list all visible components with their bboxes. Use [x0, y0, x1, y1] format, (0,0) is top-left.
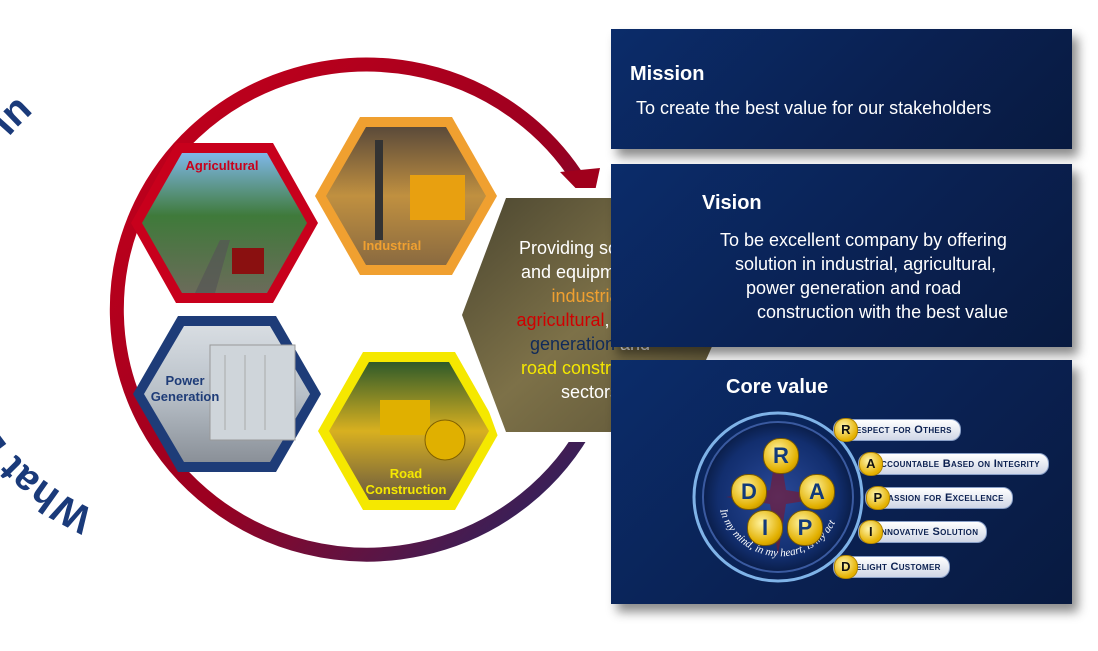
sector-label-road: Road Construction — [365, 466, 447, 497]
core-item-initial: I — [859, 520, 883, 544]
core-letter-p: P — [787, 510, 823, 546]
core-item-text: nnovative Solution — [881, 526, 979, 538]
center-generation: generation — [529, 334, 616, 354]
core-item-text: ccountable Based on Integrity — [881, 458, 1040, 470]
mission-text: To create the best value for our stakeho… — [636, 98, 992, 118]
industrial-image — [326, 127, 486, 265]
core-item-text: espect for Others — [856, 424, 952, 436]
core-item-initial: R — [834, 418, 858, 442]
core-item-text: elight Customer — [856, 561, 941, 573]
sector-label-industrial: Industrial — [362, 238, 422, 253]
core-value-title: Core value — [726, 376, 829, 398]
core-letter-r: R — [763, 438, 799, 474]
vision-line4: construction with the best value — [757, 302, 1009, 322]
vision-line3: power generation and road — [746, 278, 962, 298]
core-item-initial: D — [834, 555, 858, 579]
center-agricultural: agricultural — [516, 310, 605, 330]
core-item-initial: A — [859, 452, 883, 476]
core-item-initial: P — [866, 486, 890, 510]
mission-panel: Mission To create the best value for our… — [611, 29, 1072, 149]
vision-line1: To be excellent company by offering — [720, 230, 1007, 250]
core-letter-d: D — [731, 474, 767, 510]
vision-line2: solution in industrial, agricultural, — [735, 254, 997, 274]
core-letter-a: A — [799, 474, 835, 510]
curved-title: What Business Are We In — [0, 86, 99, 541]
circle-arc — [109, 57, 597, 562]
center-industrial: industrial — [551, 286, 624, 306]
agricultural-image — [142, 153, 307, 293]
mission-title: Mission — [630, 63, 705, 85]
core-letter-i: I — [747, 510, 783, 546]
sector-label-agricultural: Agricultural — [185, 158, 259, 173]
center-sectors: sectors — [560, 382, 620, 402]
vision-panel: Vision To be excellent company by offeri… — [611, 164, 1072, 347]
vision-title: Vision — [702, 192, 762, 214]
sector-label-power: Power Generation — [150, 373, 220, 404]
core-item-text: assion for Excellence — [888, 492, 1004, 504]
